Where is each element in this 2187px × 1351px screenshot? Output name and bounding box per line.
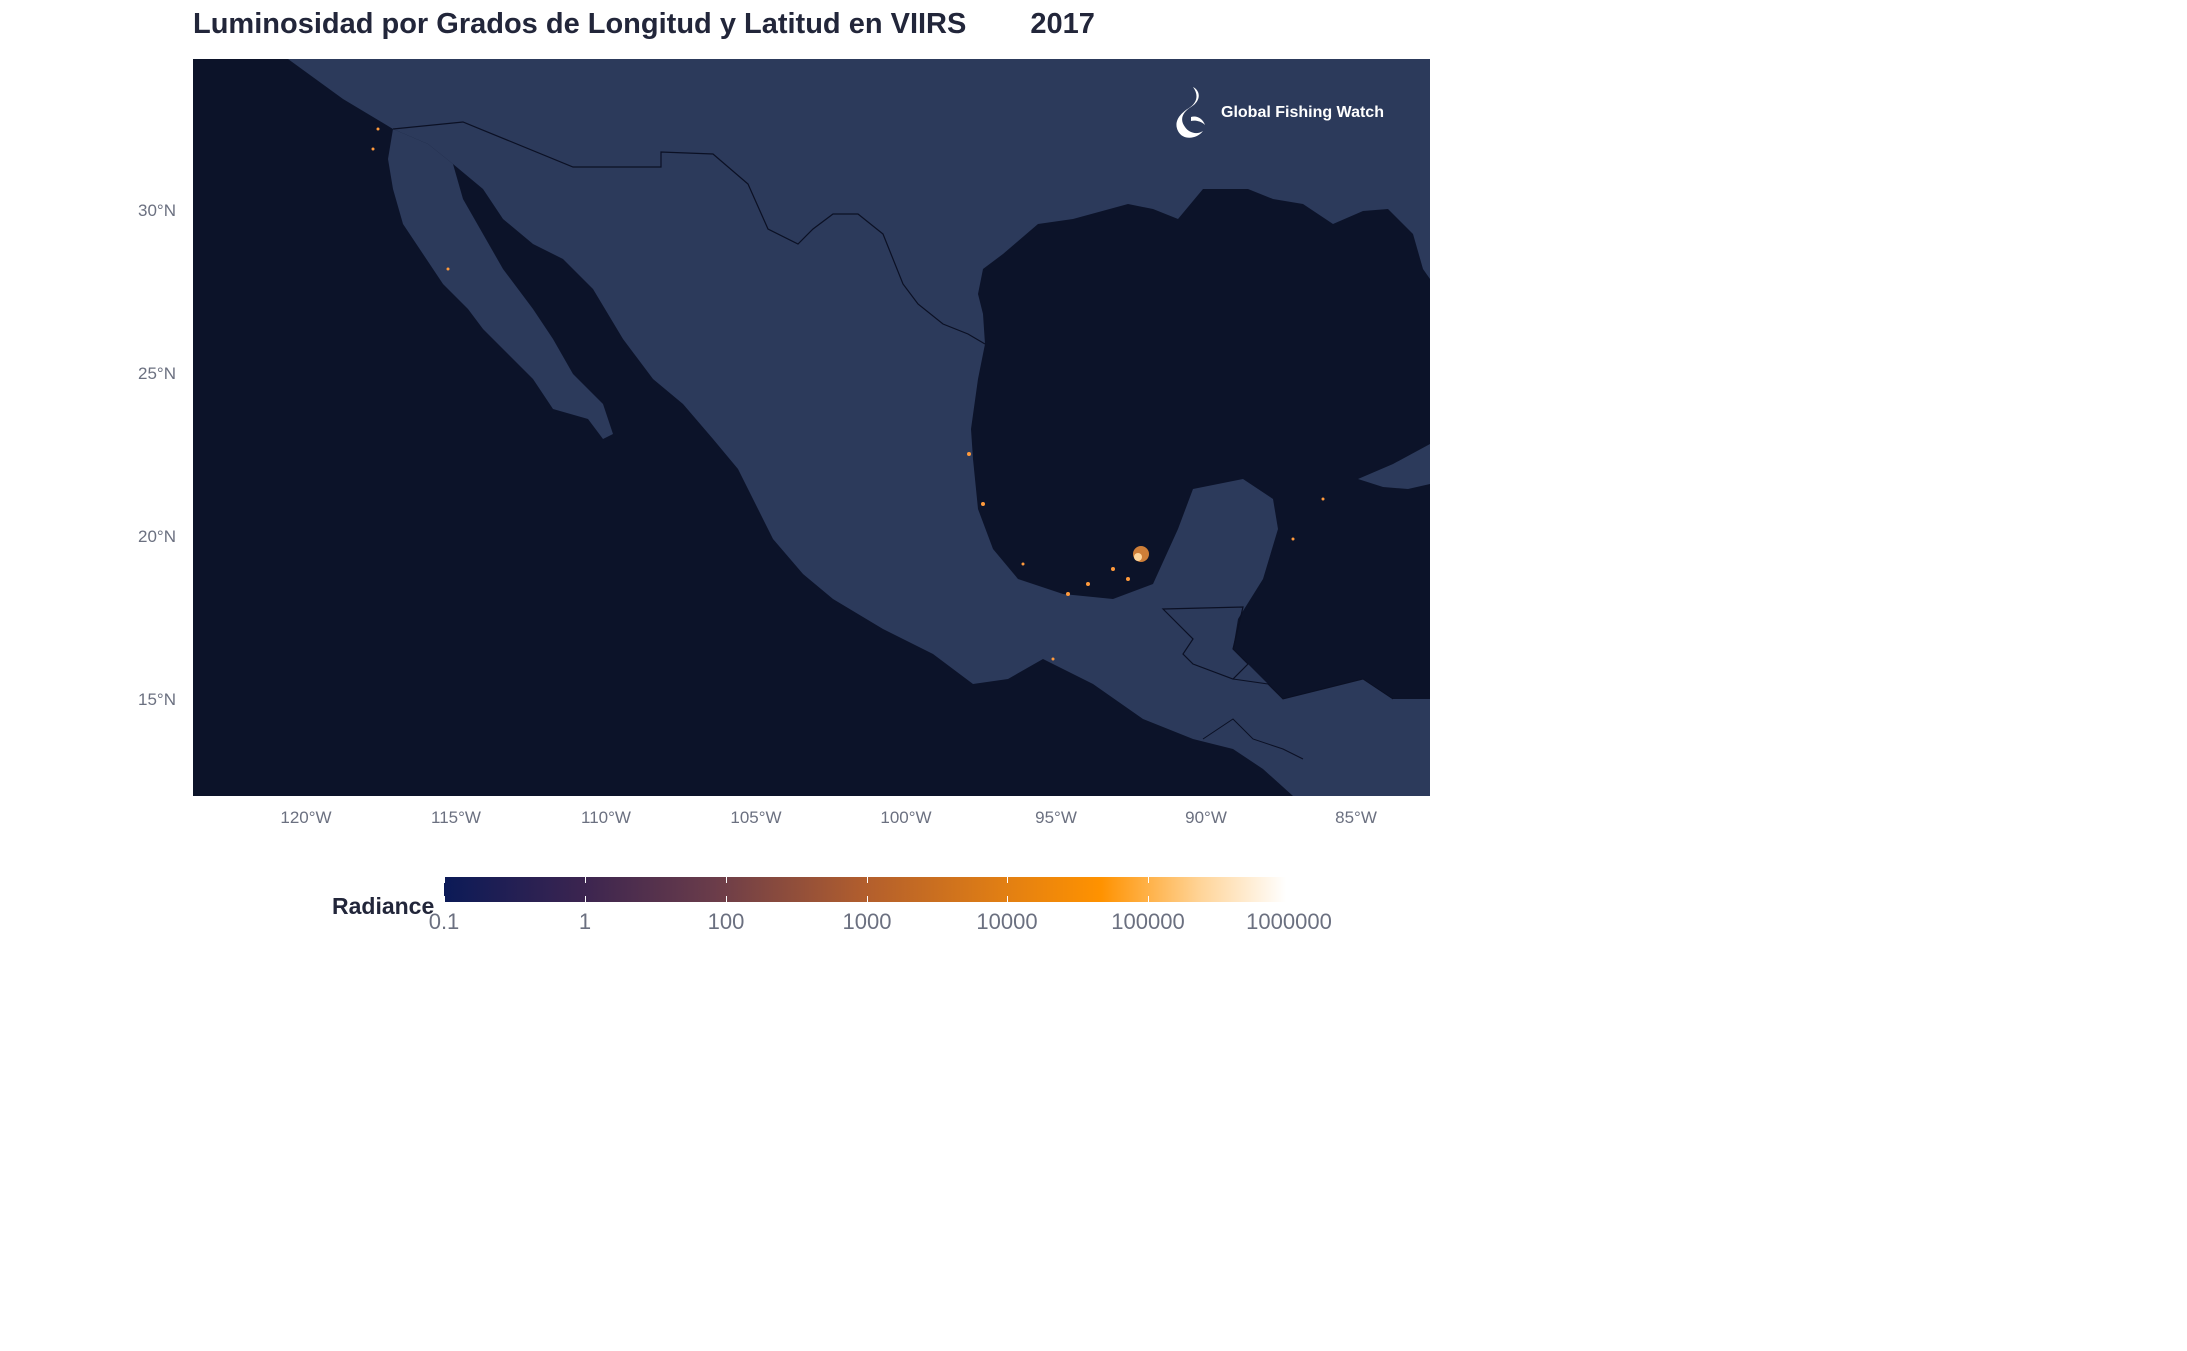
x-tick-label: 105°W (730, 808, 782, 827)
border-guatemala (1161, 606, 1249, 680)
legend-label: 1000000 (1246, 909, 1332, 934)
logo-text: Global Fishing Watch (1221, 104, 1384, 121)
border-us-mexico (392, 121, 986, 345)
fish-logo-icon (1176, 87, 1205, 138)
legend-tick (867, 877, 868, 883)
legend-tick (726, 896, 727, 902)
legend-label: 10000 (976, 909, 1038, 934)
land-usa (288, 59, 1430, 344)
legend-label: 0.1 (428, 909, 460, 934)
map-svg (288, 59, 1430, 796)
chart-title: Luminosidad por Grados de Longitud y Lat… (193, 8, 1095, 41)
x-tick-label: 120°W (280, 808, 332, 827)
legend-label: 100 (707, 909, 745, 934)
title-year: 2017 (1030, 8, 1095, 40)
legend-tick (1148, 877, 1149, 883)
x-tick-label: 85°W (1335, 808, 1377, 827)
legend-tick (1007, 896, 1008, 902)
legend-tick (726, 877, 727, 883)
y-tick-label: 15°N (138, 690, 176, 709)
x-tick-label: 95°W (1035, 808, 1077, 827)
land-mexico (393, 122, 1430, 796)
legend-tick (444, 877, 445, 883)
legend-tick (1007, 877, 1008, 883)
gfw-logo: Global Fishing Watch (1175, 85, 1384, 141)
legend-label: 1 (578, 909, 592, 934)
y-tick-label: 20°N (138, 527, 176, 546)
legend-tick (1148, 896, 1149, 902)
title-text: Luminosidad por Grados de Longitud y Lat… (193, 8, 967, 40)
border-central-america (1202, 678, 1394, 760)
legend-label: 1000 (842, 909, 892, 934)
legend-colorbar (444, 877, 1286, 902)
x-tick-label: 110°W (581, 808, 631, 827)
light-hotspots (371, 127, 1325, 661)
y-tick-label: 25°N (138, 364, 176, 383)
legend-tick (444, 896, 445, 902)
y-tick-label: 30°N (138, 201, 176, 220)
map-panel[interactable] (193, 59, 1430, 796)
legend-label: 100000 (1111, 909, 1185, 934)
x-tick-label: 100°W (880, 808, 932, 827)
land-baja (388, 129, 613, 439)
legend-tick (867, 896, 868, 902)
legend-tick (585, 896, 586, 902)
x-tick-label: 115°W (431, 808, 481, 827)
land-cuba (1358, 444, 1430, 489)
legend-title: Radiance (332, 893, 435, 919)
x-tick-label: 90°W (1185, 808, 1227, 827)
legend-tick (585, 877, 586, 883)
